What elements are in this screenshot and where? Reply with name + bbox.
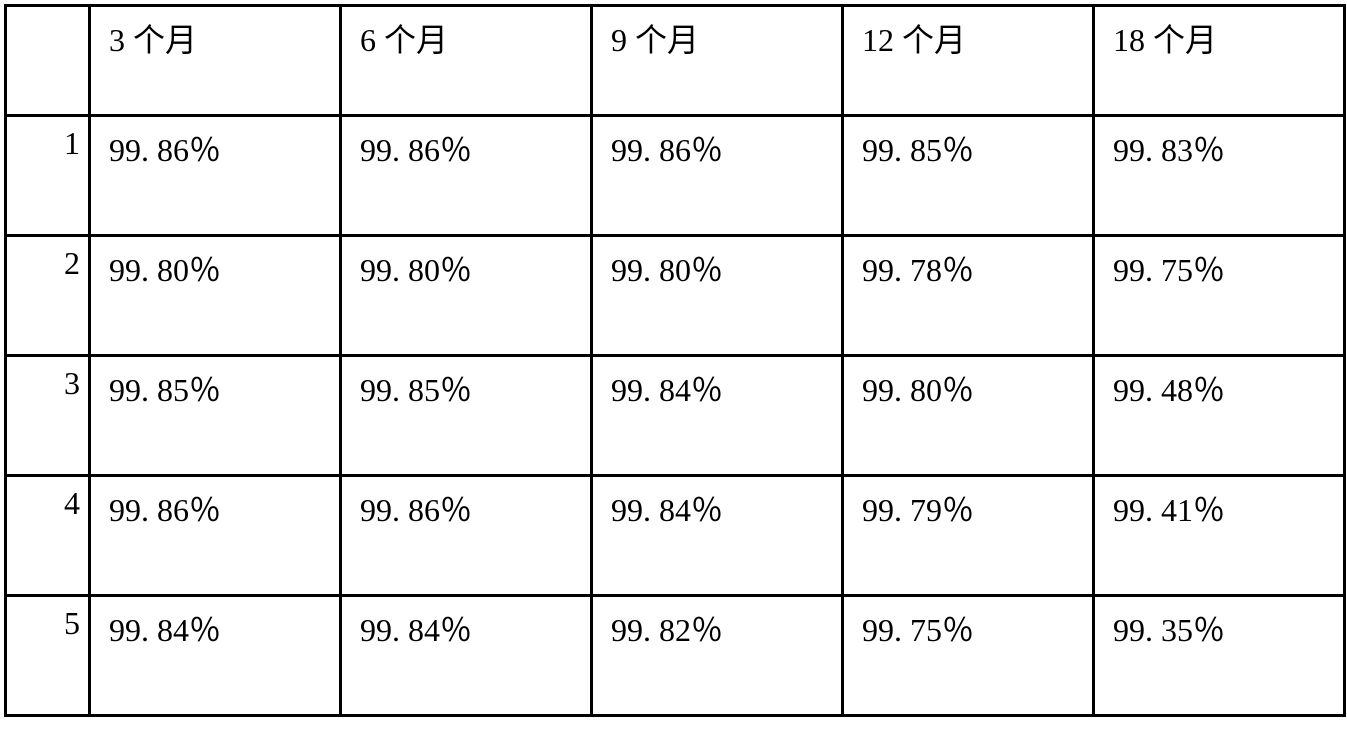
header-cell-blank (6, 6, 90, 116)
data-cell: 99. 86％ (592, 116, 843, 236)
data-cell: 99. 86％ (341, 476, 592, 596)
data-cell: 99. 80％ (341, 236, 592, 356)
header-cell-9-months: 9 个月 (592, 6, 843, 116)
data-cell: 99. 80％ (90, 236, 341, 356)
data-cell: 99. 80％ (592, 236, 843, 356)
data-cell: 99. 86％ (341, 116, 592, 236)
table-row: 3 99. 85％ 99. 85％ 99. 84％ 99. 80％ 99. 48… (6, 356, 1345, 476)
table-row: 5 99. 84％ 99. 84％ 99. 82％ 99. 75％ 99. 35… (6, 596, 1345, 716)
table-row: 4 99. 86％ 99. 86％ 99. 84％ 99. 79％ 99. 41… (6, 476, 1345, 596)
data-cell: 99. 48％ (1094, 356, 1345, 476)
table-row: 2 99. 80％ 99. 80％ 99. 80％ 99. 78％ 99. 75… (6, 236, 1345, 356)
table-row: 1 99. 86％ 99. 86％ 99. 86％ 99. 85％ 99. 83… (6, 116, 1345, 236)
data-cell: 99. 85％ (341, 356, 592, 476)
data-cell: 99. 41％ (1094, 476, 1345, 596)
data-cell: 99. 84％ (592, 476, 843, 596)
header-cell-18-months: 18 个月 (1094, 6, 1345, 116)
data-cell: 99. 79％ (843, 476, 1094, 596)
data-cell: 99. 86％ (90, 476, 341, 596)
data-cell: 99. 86％ (90, 116, 341, 236)
row-number: 4 (6, 476, 90, 596)
row-number: 1 (6, 116, 90, 236)
data-cell: 99. 78％ (843, 236, 1094, 356)
data-cell: 99. 85％ (90, 356, 341, 476)
data-cell: 99. 75％ (843, 596, 1094, 716)
row-number: 5 (6, 596, 90, 716)
row-number: 2 (6, 236, 90, 356)
data-cell: 99. 84％ (592, 356, 843, 476)
data-cell: 99. 82％ (592, 596, 843, 716)
data-cell: 99. 83％ (1094, 116, 1345, 236)
data-cell: 99. 84％ (90, 596, 341, 716)
data-cell: 99. 85％ (843, 116, 1094, 236)
data-cell: 99. 35％ (1094, 596, 1345, 716)
table-header-row: 3 个月 6 个月 9 个月 12 个月 18 个月 (6, 6, 1345, 116)
data-cell: 99. 80％ (843, 356, 1094, 476)
data-cell: 99. 75％ (1094, 236, 1345, 356)
header-cell-3-months: 3 个月 (90, 6, 341, 116)
header-cell-6-months: 6 个月 (341, 6, 592, 116)
data-table: 3 个月 6 个月 9 个月 12 个月 18 个月 1 99. 86％ 99.… (4, 4, 1346, 717)
header-cell-12-months: 12 个月 (843, 6, 1094, 116)
row-number: 3 (6, 356, 90, 476)
data-cell: 99. 84％ (341, 596, 592, 716)
